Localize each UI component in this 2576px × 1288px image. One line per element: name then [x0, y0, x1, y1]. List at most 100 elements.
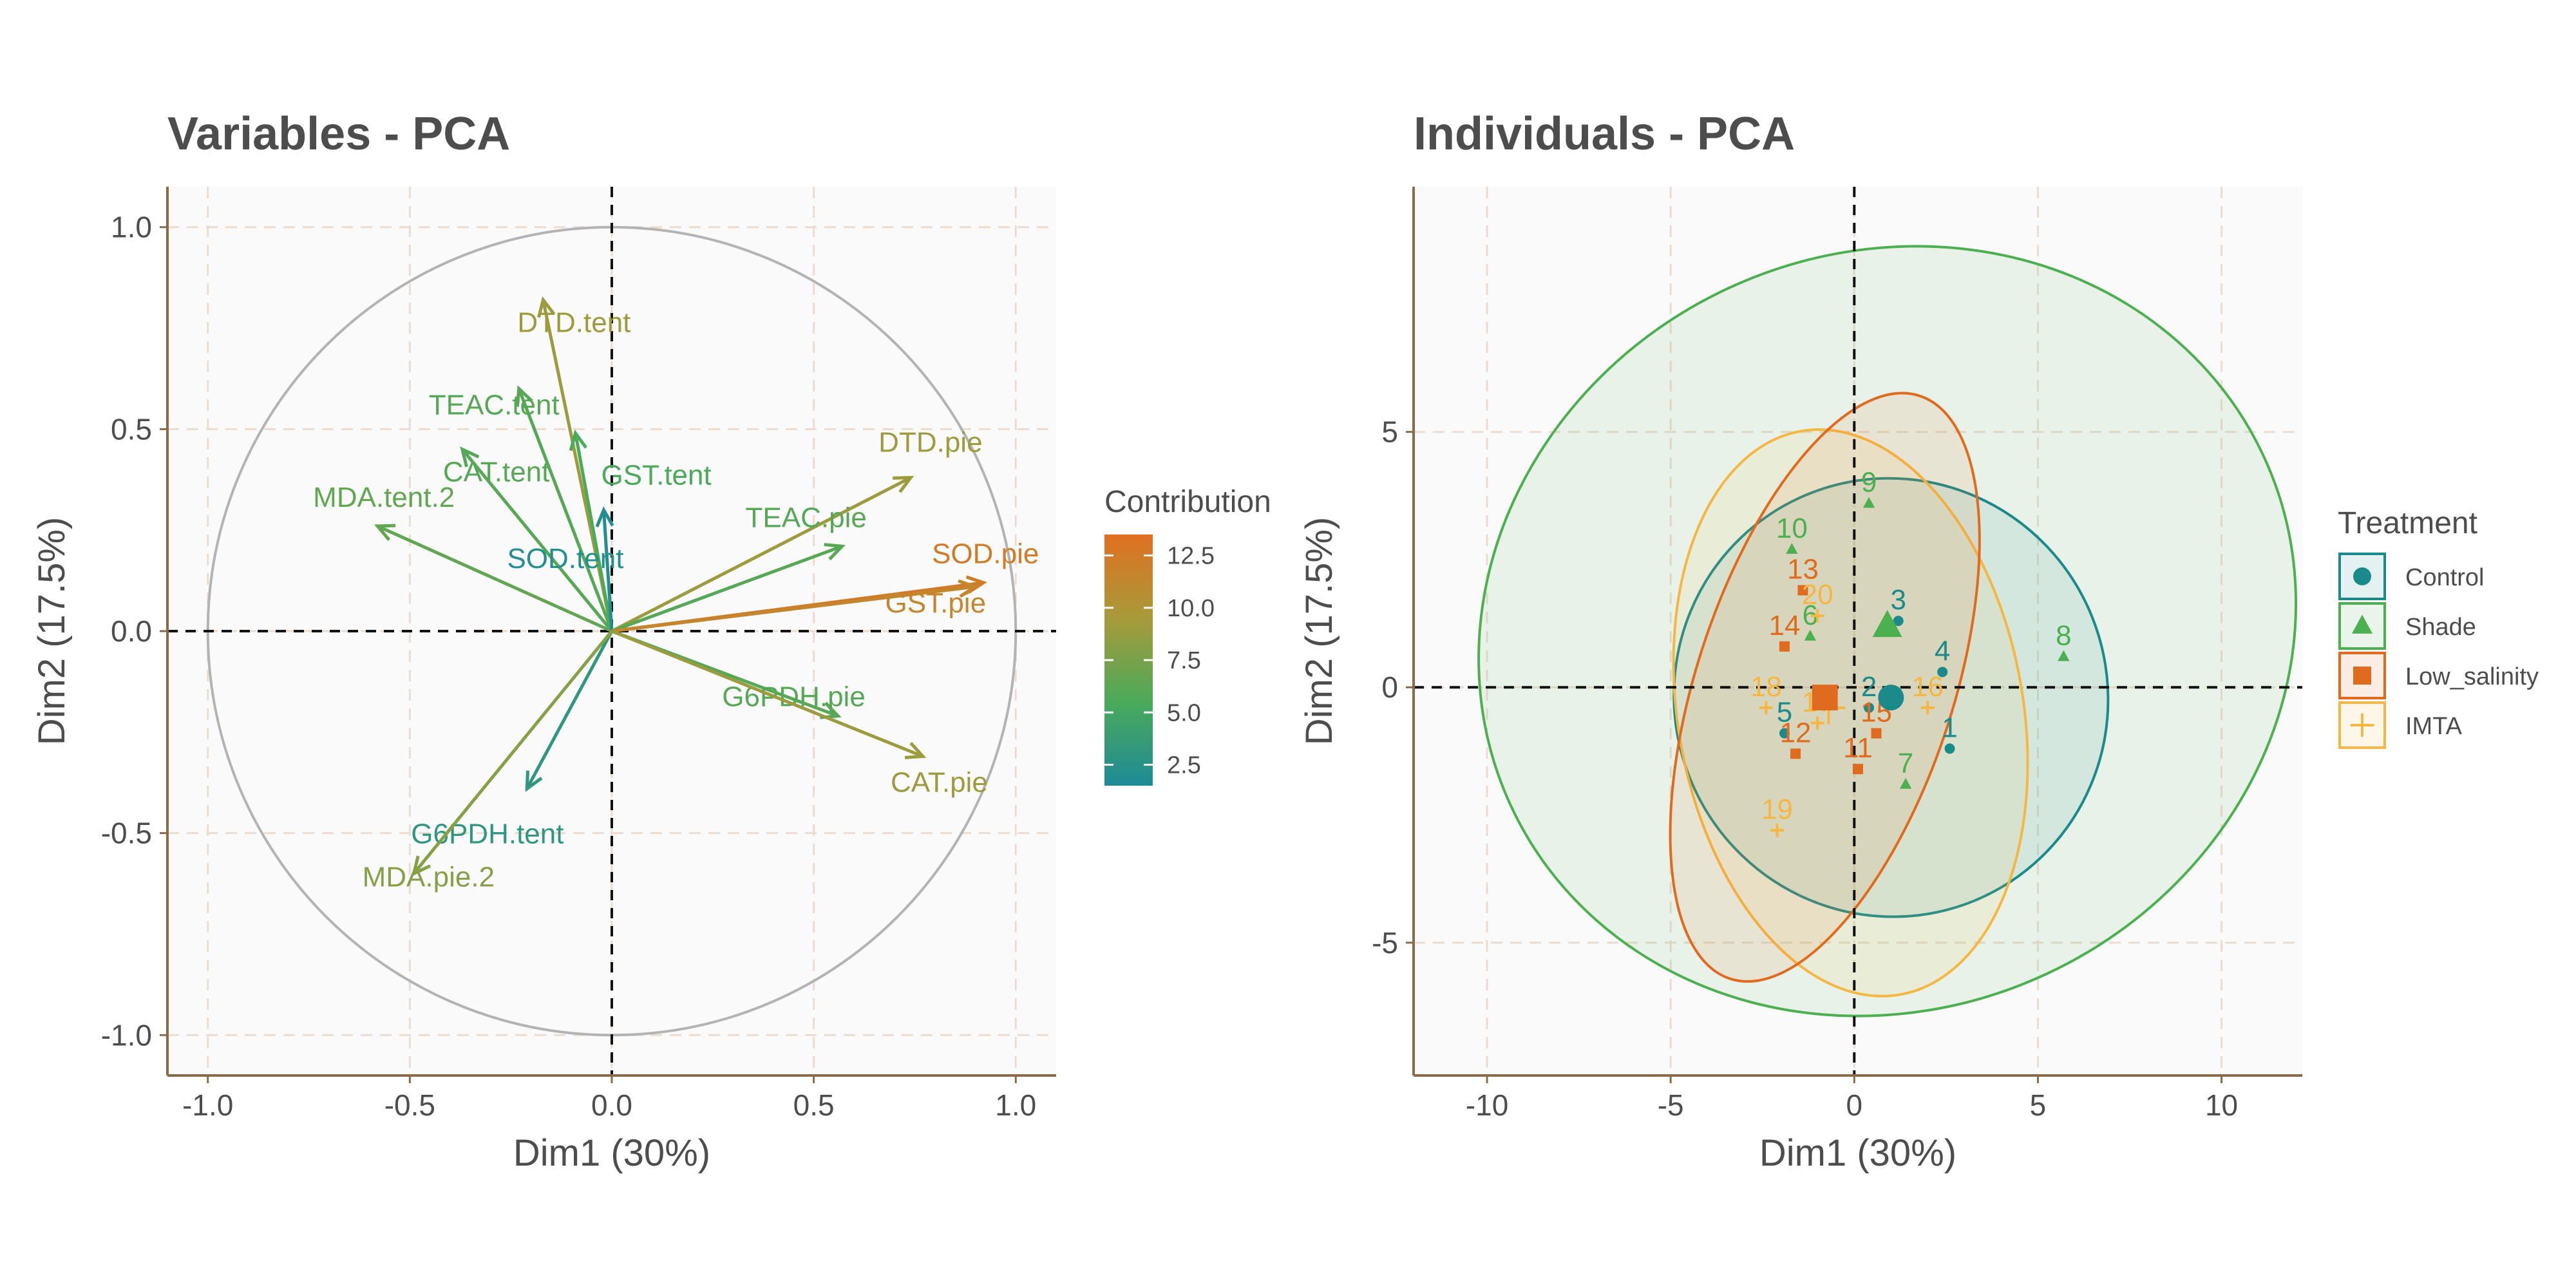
x-tick-label: 1.0 — [995, 1088, 1036, 1122]
y-axis-title: Dim2 (17.5%) — [1298, 517, 1340, 746]
point-3 — [1893, 616, 1904, 627]
y-tick-label: 5 — [1381, 415, 1398, 449]
legend-key-marker — [2351, 614, 2373, 634]
variable-arrow-gst-pie — [611, 585, 976, 633]
chart-title: Individuals - PCA — [1414, 108, 1795, 160]
point-2 — [1864, 702, 1875, 713]
variable-arrow-mda-tent-2 — [377, 524, 613, 633]
variable-arrows: DTD.tent TEAC.tent GST.tent CAT.tentMDA.ten… — [313, 296, 1039, 893]
point-14 — [1779, 641, 1790, 652]
legend-title: Treatment — [2338, 506, 2477, 540]
legend-title: Contribution — [1104, 485, 1271, 519]
point-label: 13 — [1787, 554, 1819, 585]
legend-key-marker — [2350, 713, 2374, 737]
point-19 — [1770, 823, 1784, 837]
y-tick-label: -5 — [1372, 926, 1398, 960]
variable-label: SOD.tent — [507, 543, 623, 574]
variable-label: MDA.tent.2 — [313, 482, 455, 513]
point-label: 10 — [1776, 513, 1808, 544]
x-tick-label: 0 — [1846, 1088, 1863, 1122]
variable-arrowhead — [958, 579, 980, 598]
legend-break-label: 12.5 — [1167, 543, 1215, 570]
individual-points: 1234567891011121314151617181920 — [1750, 467, 2072, 837]
point-label: 18 — [1750, 671, 1782, 703]
variable-arrowhead — [893, 476, 914, 493]
point-label: 11 — [1843, 732, 1873, 764]
x-tick-label: 5 — [2030, 1088, 2047, 1122]
y-tick-label: 0.5 — [111, 412, 152, 446]
variable-arrowhead — [569, 429, 588, 451]
legend-break-label: 10.0 — [1167, 595, 1215, 622]
point-label: 14 — [1768, 610, 1800, 641]
y-tick-label: 1.0 — [111, 211, 152, 244]
legend-key-low-salinity — [2338, 652, 2386, 699]
individuals-pca-chart: 1234567891011121314151617181920-10-50510… — [1298, 108, 2539, 1174]
variable-arrow-sod-tent — [601, 509, 614, 632]
point-label: 5 — [1777, 697, 1792, 728]
x-tick-label: 0.0 — [591, 1088, 632, 1122]
legend-key-shade — [2338, 602, 2386, 650]
point-label: 8 — [2056, 620, 2071, 652]
x-tick-label: -1.0 — [182, 1088, 233, 1122]
point-16 — [1920, 701, 1935, 715]
variable-arrow-gst-tent — [574, 433, 614, 632]
x-axis-title: Dim1 (30%) — [1759, 1132, 1956, 1174]
point-label: 7 — [1898, 748, 1913, 779]
centroid-control — [1878, 685, 1904, 711]
point-4 — [1937, 667, 1948, 677]
variable-label: GST.tent — [601, 460, 712, 491]
treatment-legend: Treatment Control Shade Low_salinity IMTA — [2338, 506, 2539, 749]
point-label: 19 — [1761, 793, 1793, 825]
point-17 — [1810, 716, 1824, 730]
x-axis-title: Dim1 (30%) — [513, 1132, 710, 1174]
point-11 — [1853, 764, 1863, 775]
point-label: 3 — [1890, 584, 1906, 616]
legend-entry-label: Shade — [2405, 614, 2476, 641]
variable-label: DTD.pie — [878, 427, 982, 459]
legend-key-marker — [2353, 667, 2371, 685]
variable-arrowhead — [515, 385, 533, 407]
contribution-legend: Contribution 2.5 5.0 7.5 10.0 12.5 — [1104, 485, 1271, 786]
variable-arrowhead — [374, 524, 396, 541]
variable-arrowhead — [904, 742, 927, 759]
variable-label: CAT.tent — [443, 457, 549, 488]
point-1 — [1944, 743, 1955, 754]
legend-key-imta — [2338, 701, 2386, 749]
variable-arrowhead — [525, 770, 543, 792]
variable-arrow-teac-pie — [611, 544, 843, 633]
point-7 — [1899, 777, 1912, 789]
y-tick-label: 0 — [1381, 670, 1398, 704]
point-label: 16 — [1912, 671, 1944, 703]
variable-label: CAT.pie — [891, 766, 988, 798]
point-label: 9 — [1861, 467, 1877, 498]
x-tick-label: 10 — [2205, 1088, 2238, 1122]
y-axis-title: Dim2 (17.5%) — [31, 517, 73, 746]
variable-arrow-cat-tent — [460, 448, 613, 632]
point-6 — [1804, 629, 1817, 641]
point-9 — [1862, 497, 1875, 508]
legend-entry-label: Low_salinity — [2405, 663, 2539, 690]
point-18 — [1759, 701, 1773, 715]
x-tick-label: -10 — [1466, 1088, 1508, 1122]
variable-label: DTD.tent — [517, 307, 630, 339]
x-tick-label: 0.5 — [793, 1088, 835, 1122]
y-tick-label: 0.0 — [111, 614, 152, 648]
point-20 — [1810, 609, 1824, 623]
legend-break-label: 2.5 — [1167, 752, 1201, 779]
variable-arrowhead — [595, 506, 614, 527]
point-label: 1 — [1942, 712, 1957, 743]
legend-break-label: 5.0 — [1167, 699, 1201, 726]
legend-break-label: 7.5 — [1167, 647, 1201, 674]
variable-arrow-teac-tent — [517, 388, 614, 632]
variable-label: TEAC.pie — [746, 502, 867, 533]
variable-arrowhead — [537, 296, 556, 318]
point-10 — [1786, 543, 1798, 554]
variable-arrowhead — [824, 543, 846, 561]
point-label: 12 — [1780, 717, 1812, 748]
variable-label: SOD.pie — [932, 538, 1039, 570]
point-13 — [1797, 585, 1808, 596]
panel-background — [1414, 187, 2302, 1075]
variable-label: G6PDH.tent — [411, 819, 564, 850]
centroid-low-salinity — [1812, 685, 1838, 711]
